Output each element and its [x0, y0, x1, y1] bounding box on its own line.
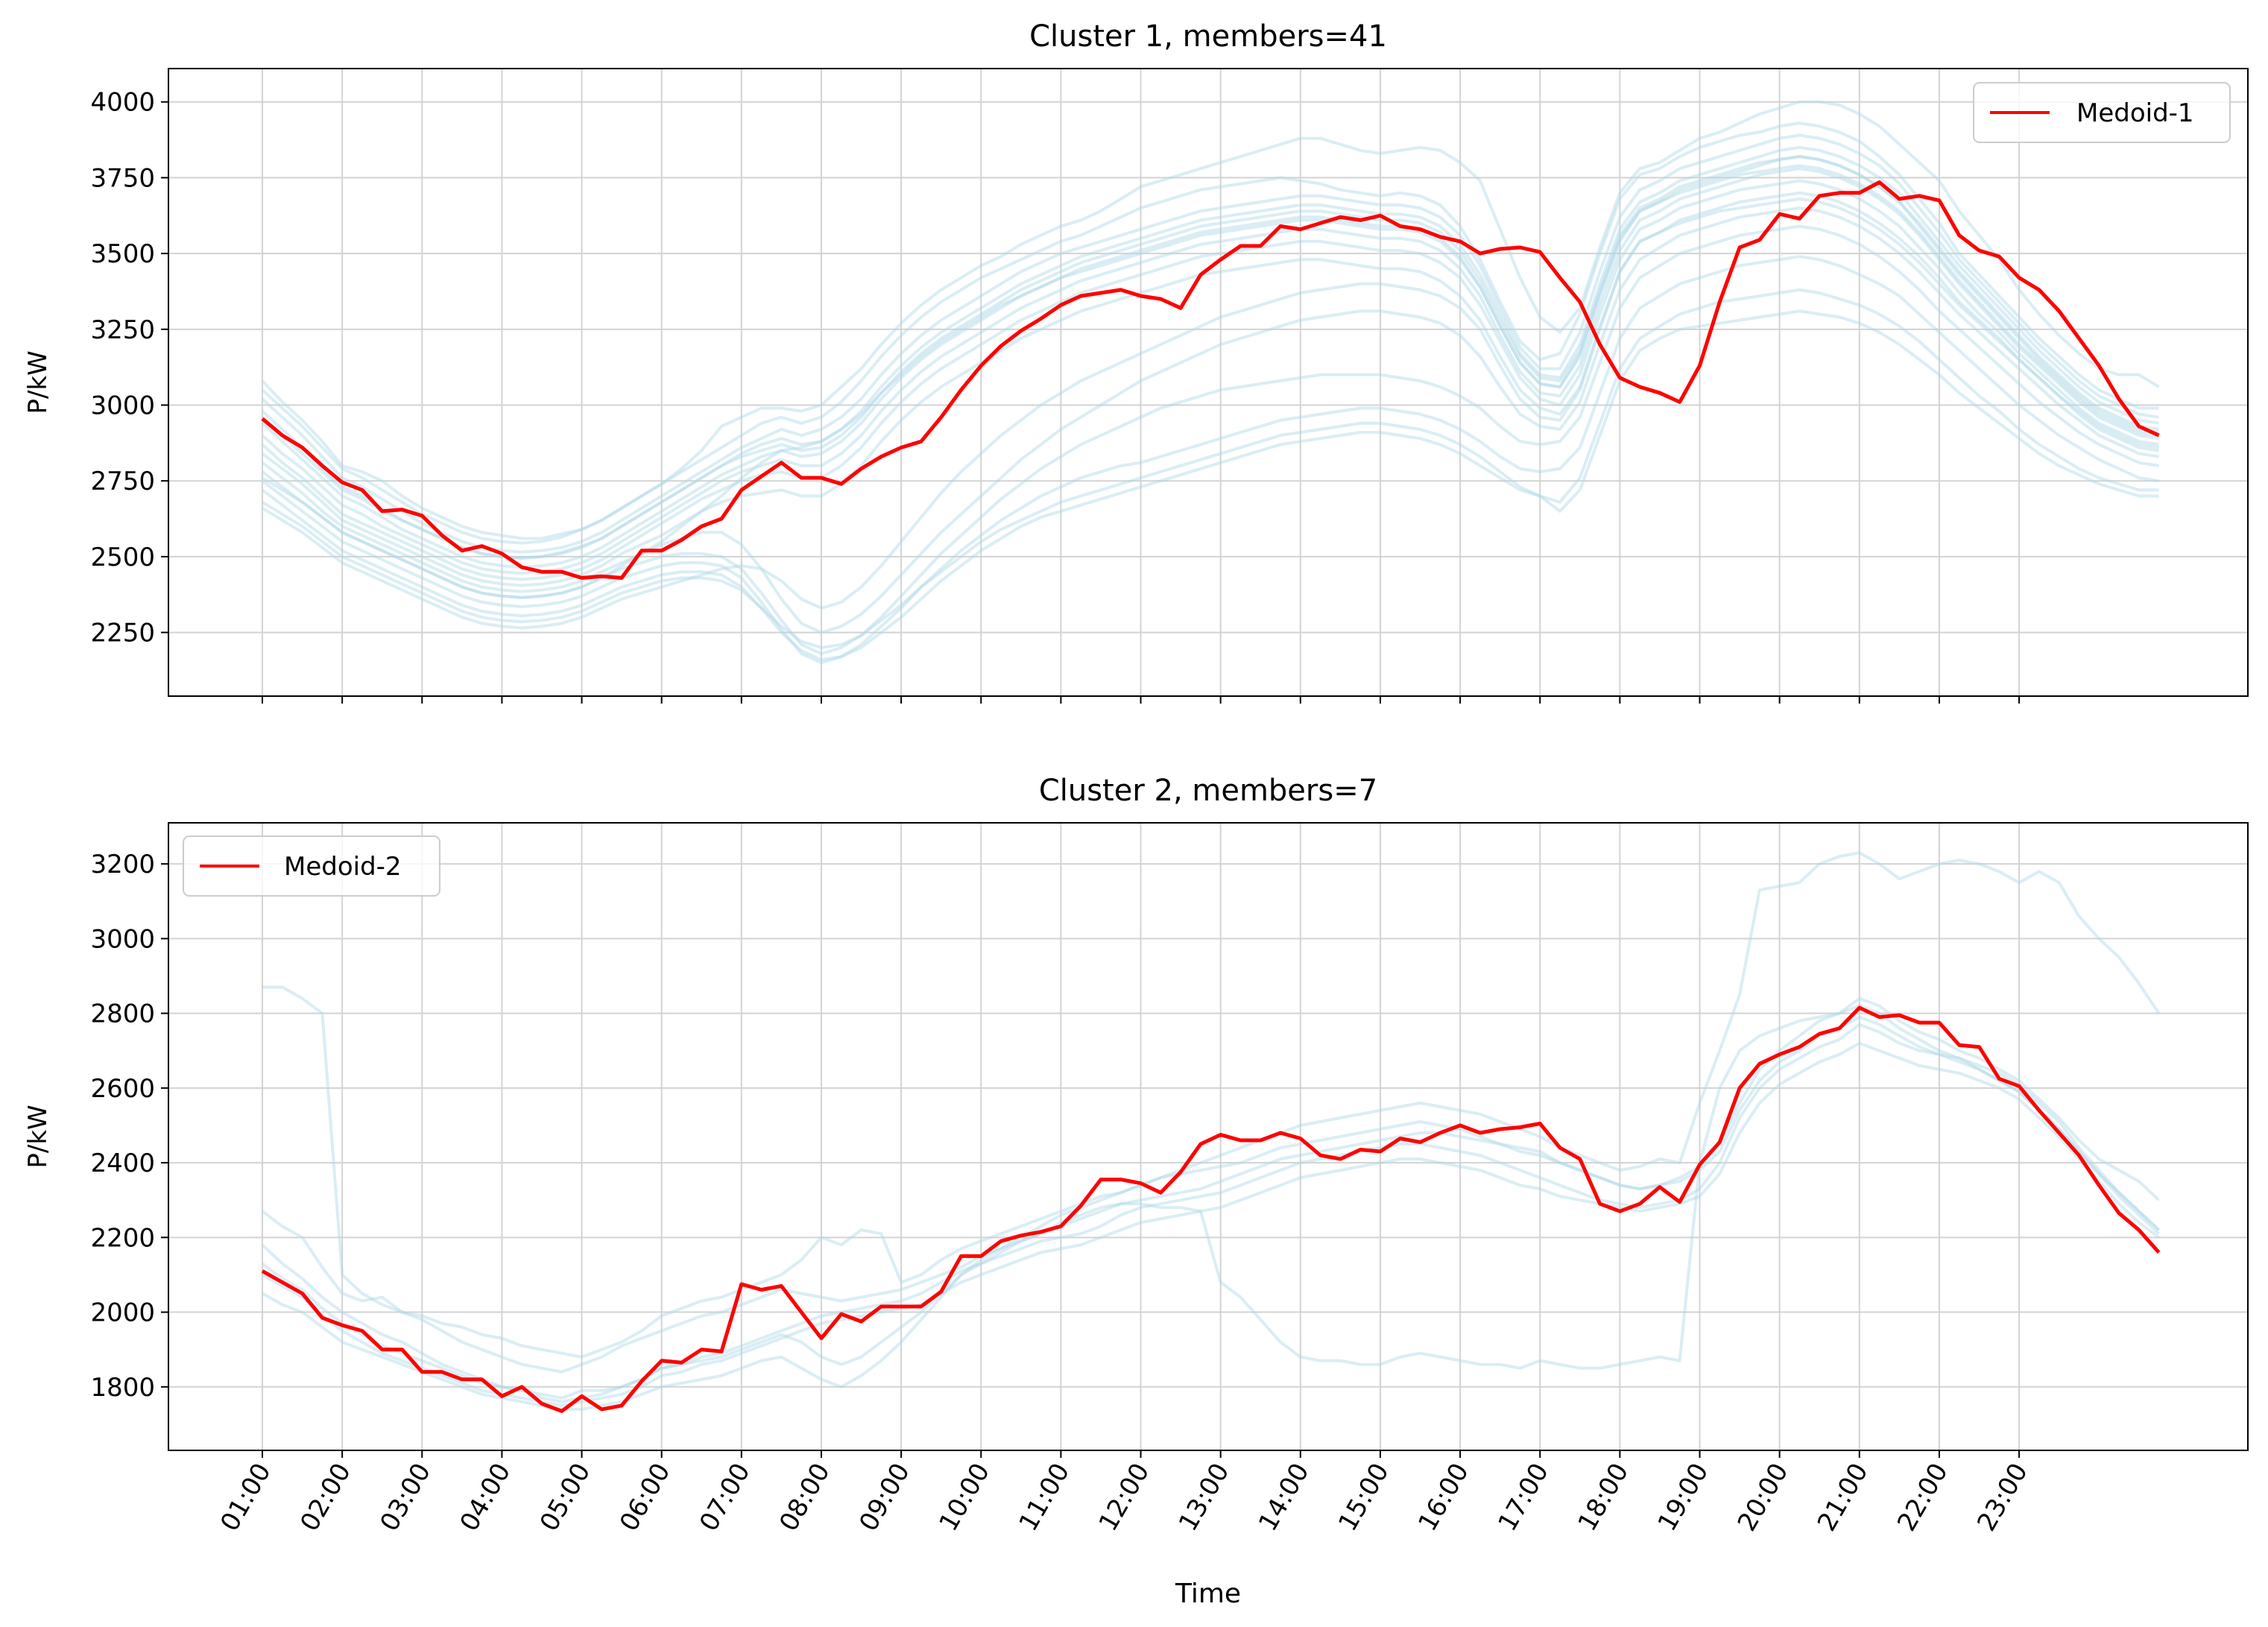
- cluster-1-x-ticks: [262, 696, 2021, 704]
- y-tick-label: 3000: [90, 391, 155, 421]
- cluster-1-title: Cluster 1, members=41: [1029, 19, 1387, 54]
- cluster-2-legend-label: Medoid-2: [284, 852, 402, 882]
- y-tick-label: 1800: [90, 1373, 155, 1403]
- cluster-1-y-ticks: 2250 2500 2750 3000 3250 3500 3750 4000: [90, 88, 168, 648]
- member-series-line: [261, 155, 2159, 569]
- y-tick-label: 3750: [90, 163, 155, 193]
- member-series-line: [261, 309, 2159, 649]
- cluster-2-y-ticks: 1800 2000 2200 2400 2600 2800 3000 3200: [90, 850, 168, 1403]
- cluster-2-series: [261, 851, 2161, 1413]
- member-series-line: [261, 197, 2159, 630]
- member-series-line: [261, 164, 2159, 599]
- medoid-series-line: [261, 180, 2160, 580]
- y-tick-label: 2800: [90, 999, 155, 1029]
- member-series-line: [261, 100, 2160, 540]
- cluster-1-y-axis-label: P/kW: [23, 350, 53, 414]
- y-tick-label: 2200: [90, 1223, 155, 1253]
- cluster-1-series: [261, 100, 2160, 665]
- cluster-1-legend-box: [1973, 82, 2231, 143]
- member-series-line: [261, 145, 2159, 560]
- cluster-2-legend: Medoid-2: [183, 835, 440, 897]
- member-series-line: [261, 133, 2159, 554]
- cluster-2-legend-box: [183, 835, 440, 897]
- member-series-line: [262, 1004, 2160, 1411]
- y-tick-label: 2250: [90, 619, 155, 648]
- cluster-2-gridlines: [168, 823, 2248, 1450]
- y-tick-label: 3500: [90, 239, 155, 269]
- y-tick-label: 4000: [90, 88, 155, 118]
- cluster-1-panel: Cluster 1, members=41 2250 2500 2750 3000 32…: [23, 19, 2249, 704]
- member-series-line: [261, 121, 2159, 545]
- y-tick-label: 2500: [90, 543, 155, 572]
- cluster-2-x-axis-label: Time: [1175, 1579, 1241, 1609]
- member-series-line: [261, 996, 2160, 1374]
- y-tick-label: 3250: [90, 315, 155, 345]
- y-tick-label: 2600: [90, 1074, 155, 1104]
- medoid-series-line: [261, 1005, 2161, 1413]
- cluster-1-legend: Medoid-1: [1973, 82, 2231, 143]
- cluster-2-title: Cluster 2, members=7: [1039, 774, 1377, 808]
- y-tick-label: 3200: [90, 850, 155, 879]
- member-series-line: [261, 206, 2159, 634]
- member-series-line: [261, 255, 2159, 665]
- member-series-line: [262, 1041, 2160, 1407]
- member-series-line: [261, 1023, 2160, 1400]
- member-series-line: [261, 155, 2159, 560]
- y-tick-label: 2750: [90, 467, 155, 496]
- cluster-1-gridlines: [168, 69, 2248, 696]
- y-tick-label: 3000: [90, 924, 155, 954]
- member-series-line: [261, 224, 2159, 656]
- member-series-line: [261, 288, 2159, 662]
- member-series-line: [261, 167, 2159, 575]
- y-tick-label: 2000: [90, 1298, 155, 1328]
- cluster-2-y-axis-label: P/kW: [23, 1105, 53, 1168]
- member-series-line: [262, 851, 2161, 1359]
- y-tick-label: 2400: [90, 1149, 155, 1178]
- cluster-1-frame: [168, 68, 2249, 697]
- cluster-2-frame: [168, 822, 2249, 1451]
- cluster-1-legend-label: Medoid-1: [2076, 98, 2194, 128]
